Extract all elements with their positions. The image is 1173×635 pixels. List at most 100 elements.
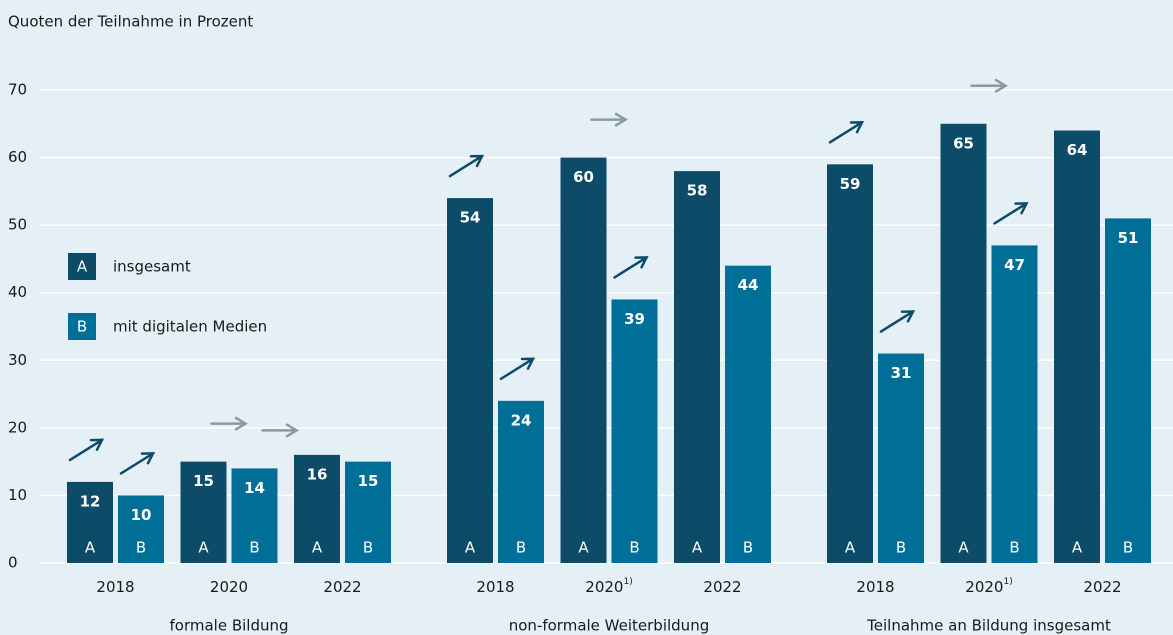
bar bbox=[611, 299, 658, 563]
arrow-shaft bbox=[68, 438, 104, 462]
bar-key: B bbox=[363, 539, 373, 557]
trend-arrow-up bbox=[119, 452, 156, 475]
bar bbox=[498, 400, 544, 563]
bar bbox=[447, 198, 493, 563]
arrow-shaft bbox=[119, 452, 155, 475]
arrow-head bbox=[994, 78, 1008, 93]
bar-key: B bbox=[249, 539, 259, 557]
bar-key: A bbox=[958, 539, 969, 557]
arrow-head bbox=[469, 154, 485, 168]
value-label: 51 bbox=[1118, 229, 1139, 247]
category-year: 2020 bbox=[965, 578, 1003, 596]
arrow-head bbox=[1014, 202, 1029, 215]
bar bbox=[67, 481, 113, 563]
x-tick-label: 2022 bbox=[703, 578, 741, 596]
bar-key: A bbox=[1072, 539, 1083, 557]
y-tick-label: 40 bbox=[8, 283, 27, 301]
bar-key: B bbox=[743, 539, 753, 557]
bar bbox=[827, 164, 873, 564]
trend-arrow-flat bbox=[590, 112, 628, 127]
arrow-shaft bbox=[613, 256, 648, 279]
x-tick-label: 2022 bbox=[323, 578, 361, 596]
bar-key: A bbox=[198, 539, 209, 557]
group-label: non-formale Weiterbildung bbox=[509, 617, 709, 635]
x-tick-label: 2022 bbox=[1083, 578, 1121, 596]
bar-key: B bbox=[1123, 539, 1133, 557]
bar bbox=[940, 123, 987, 564]
bar bbox=[180, 461, 227, 563]
arrow-head bbox=[614, 112, 628, 127]
y-tick-label: 70 bbox=[8, 81, 27, 99]
trend-arrow-flat bbox=[261, 423, 299, 438]
legend-key: B bbox=[77, 318, 87, 336]
bar-key: B bbox=[896, 539, 906, 557]
x-tick-label: 2018 bbox=[856, 578, 894, 596]
bar-key: B bbox=[1009, 539, 1019, 557]
trend-arrow-up bbox=[879, 310, 916, 333]
category-year: 2018 bbox=[96, 578, 134, 596]
legend-swatch bbox=[68, 253, 96, 280]
bar-key: B bbox=[629, 539, 639, 557]
value-label: 64 bbox=[1067, 141, 1088, 159]
arrow-head bbox=[285, 423, 299, 438]
arrow-head bbox=[634, 256, 649, 269]
trend-arrow-up bbox=[448, 154, 485, 178]
y-tick-label: 50 bbox=[8, 216, 27, 234]
value-label: 16 bbox=[307, 465, 328, 483]
bar bbox=[674, 171, 720, 564]
category-year: 2018 bbox=[856, 578, 894, 596]
bar bbox=[231, 468, 278, 563]
bar-key: A bbox=[312, 539, 323, 557]
bar-key: A bbox=[845, 539, 856, 557]
y-axis-title: Quoten der Teilnahme in Prozent bbox=[8, 13, 253, 31]
trend-arrow-up bbox=[499, 357, 536, 381]
arrow-shaft bbox=[499, 357, 535, 381]
y-tick-label: 0 bbox=[8, 554, 18, 572]
bar bbox=[345, 461, 391, 563]
trend-arrow-up bbox=[828, 121, 865, 144]
arrow-shaft bbox=[993, 202, 1028, 225]
category-year: 2020 bbox=[585, 578, 623, 596]
trend-arrow-flat bbox=[210, 416, 248, 431]
category-year: 2022 bbox=[703, 578, 741, 596]
bar bbox=[294, 454, 340, 563]
trend-arrow-flat bbox=[970, 78, 1008, 93]
legend-label: mit digitalen Medien bbox=[113, 318, 267, 336]
value-label: 47 bbox=[1004, 256, 1025, 274]
bar bbox=[1054, 130, 1100, 564]
value-label: 65 bbox=[953, 134, 974, 152]
trend-arrow-up bbox=[613, 256, 649, 279]
arrow-head bbox=[234, 416, 248, 431]
value-label: 60 bbox=[573, 168, 594, 186]
arrow-head bbox=[520, 357, 536, 370]
bar-key: B bbox=[136, 539, 146, 557]
trend-arrow-up bbox=[993, 202, 1029, 225]
bar bbox=[991, 245, 1038, 563]
group-label: Teilnahme an Bildung insgesamt bbox=[866, 617, 1111, 635]
category-year: 2020 bbox=[210, 578, 248, 596]
bar-key: A bbox=[578, 539, 589, 557]
value-label: 10 bbox=[131, 506, 152, 524]
bar bbox=[560, 157, 607, 564]
category-footnote: 1) bbox=[623, 577, 632, 587]
y-tick-label: 30 bbox=[8, 351, 27, 369]
value-label: 54 bbox=[460, 209, 481, 227]
group-label: formale Bildung bbox=[169, 617, 288, 635]
y-tick-label: 60 bbox=[8, 148, 27, 166]
arrow-shaft bbox=[879, 310, 915, 333]
arrow-head bbox=[89, 438, 105, 451]
value-label: 44 bbox=[738, 276, 759, 294]
bar bbox=[878, 353, 924, 563]
category-year: 2022 bbox=[323, 578, 361, 596]
arrow-shaft bbox=[448, 154, 484, 178]
value-label: 12 bbox=[80, 492, 101, 510]
arrow-head bbox=[900, 310, 916, 323]
value-label: 15 bbox=[358, 472, 379, 490]
bar bbox=[1105, 218, 1151, 563]
bar-key: B bbox=[516, 539, 526, 557]
arrow-head bbox=[140, 452, 156, 465]
bar bbox=[725, 265, 771, 563]
value-label: 58 bbox=[687, 182, 708, 200]
y-tick-label: 20 bbox=[8, 418, 27, 436]
x-tick-label: 2018 bbox=[96, 578, 134, 596]
